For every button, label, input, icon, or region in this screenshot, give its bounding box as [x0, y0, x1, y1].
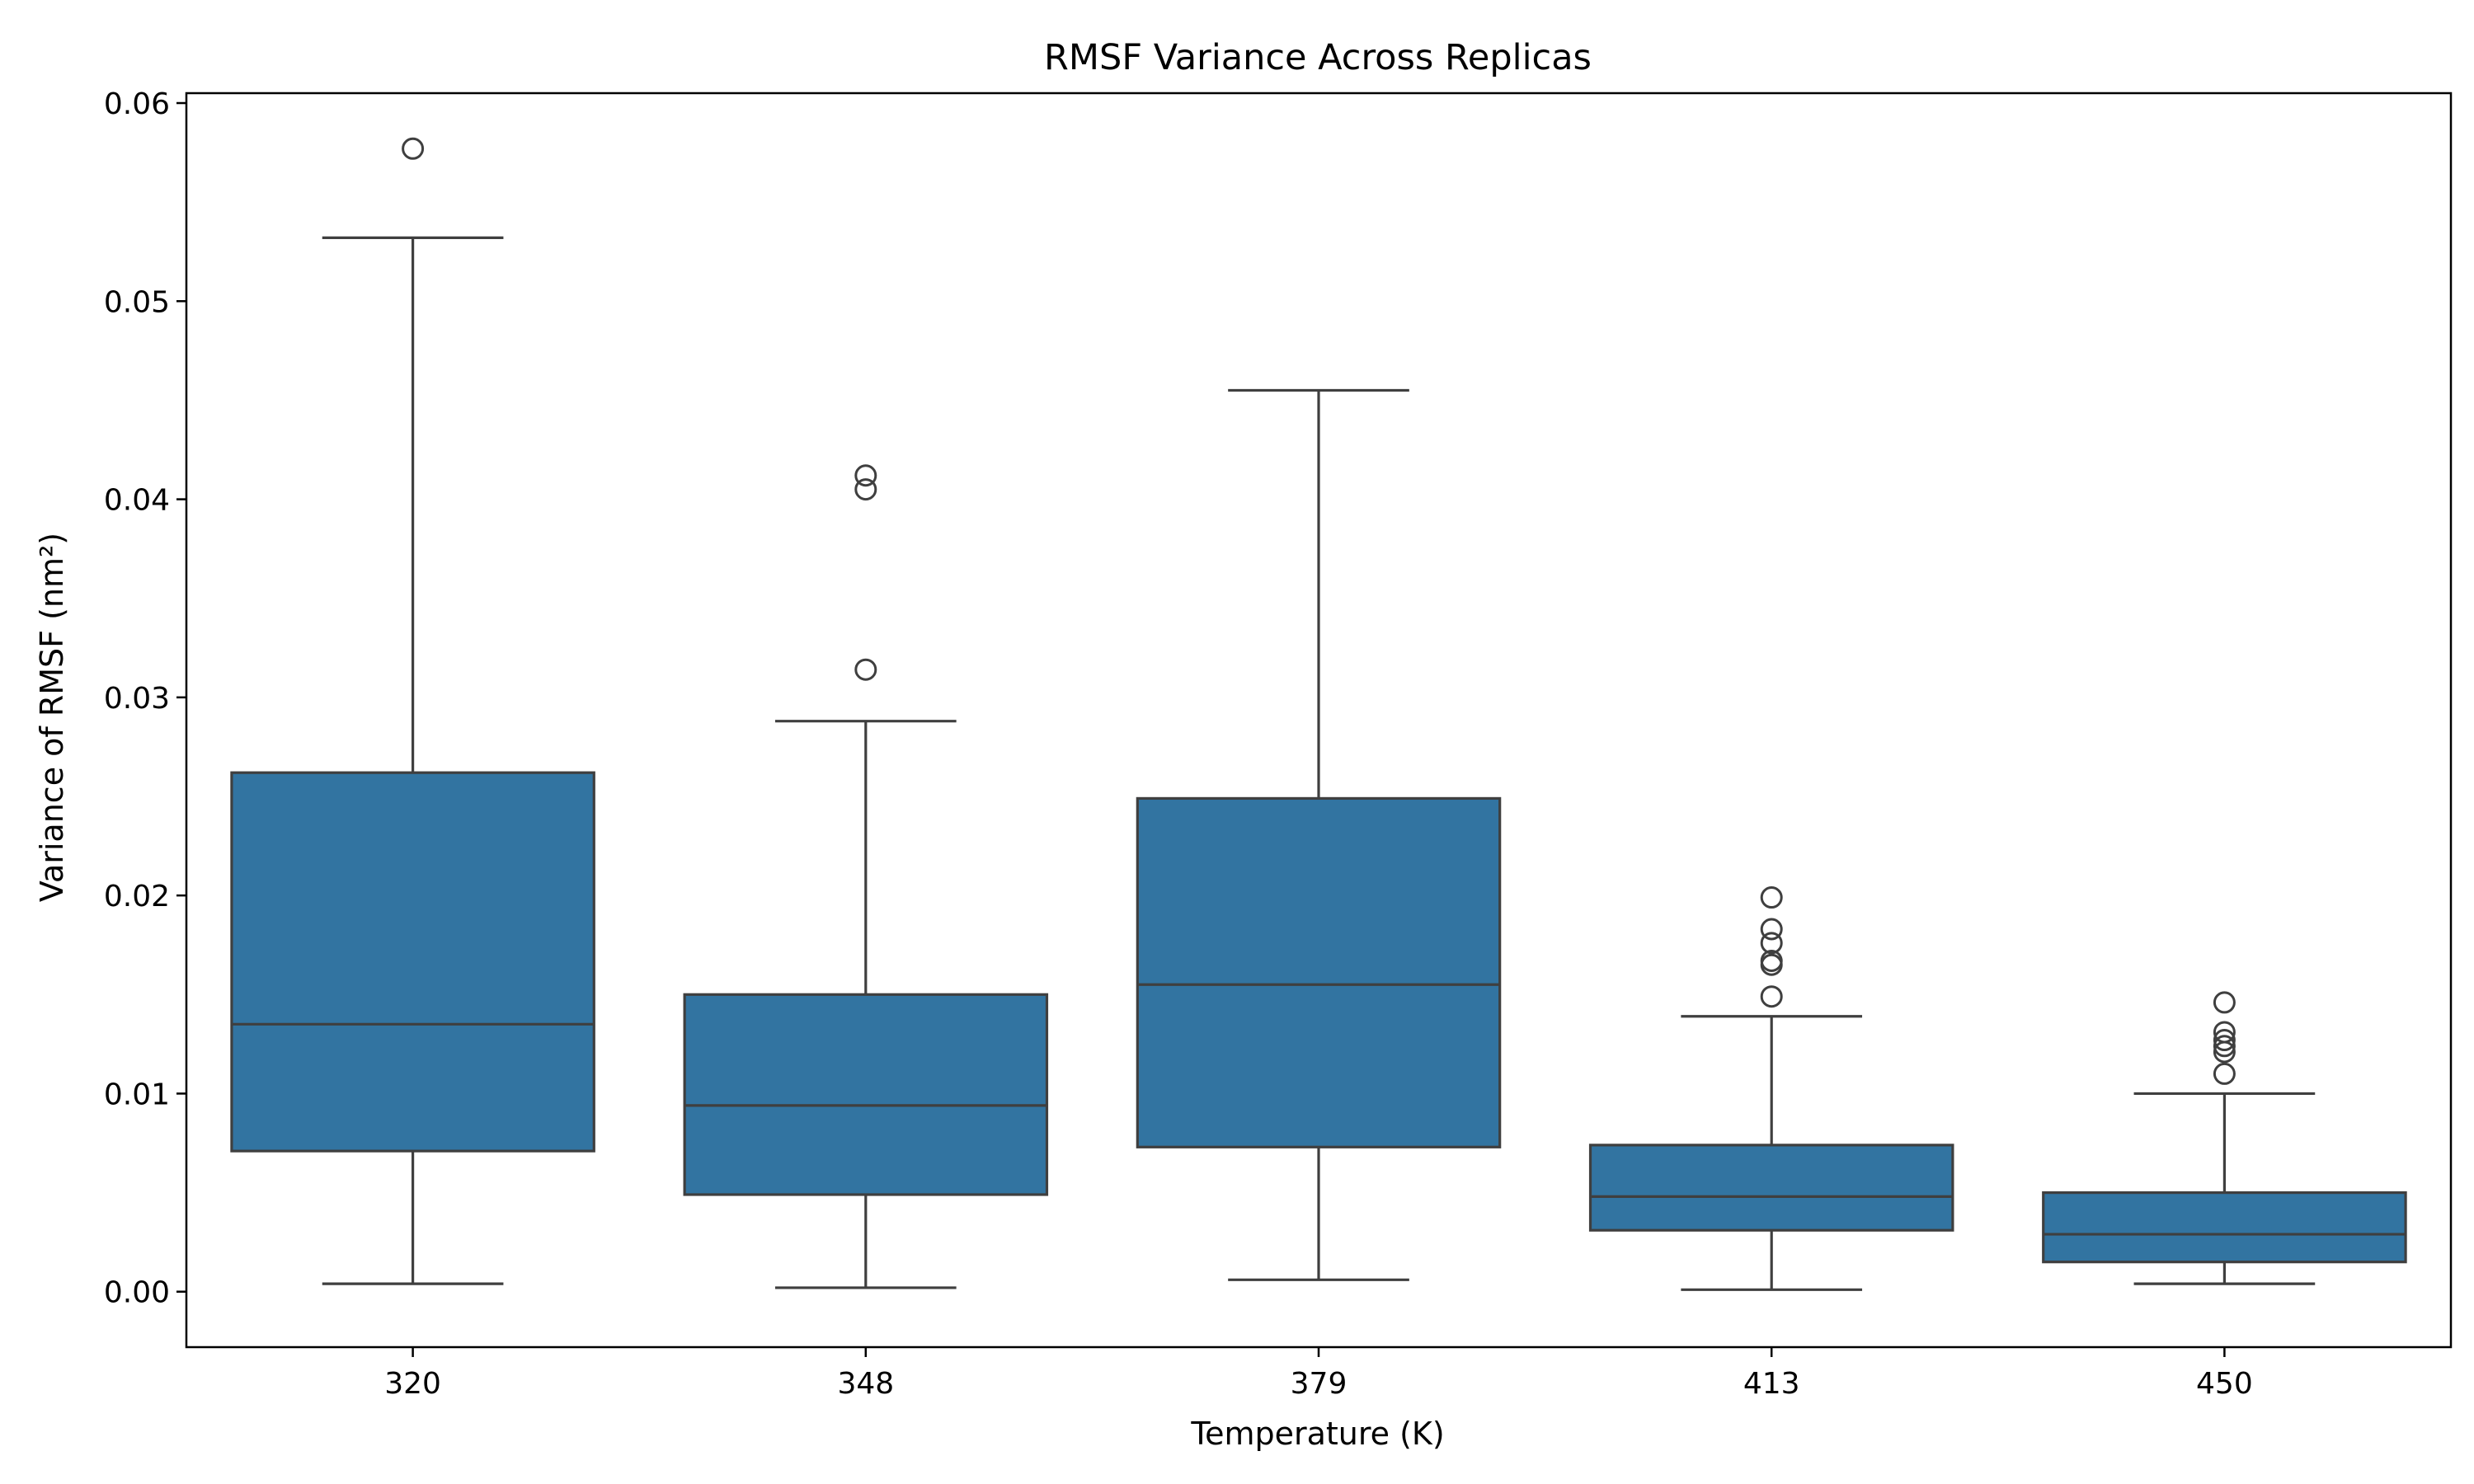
outlier-point — [402, 137, 425, 160]
y-axis-label: Variance of RMSF (nm²) — [34, 533, 70, 902]
outlier-point — [2213, 991, 2236, 1014]
x-axis-label: Temperature (K) — [1190, 1416, 1444, 1452]
box-group-320 — [230, 137, 595, 1285]
outlier-point — [854, 658, 877, 681]
x-tick-label: 379 — [1291, 1367, 1348, 1401]
outlier-point — [2213, 1062, 2236, 1085]
outlier-point — [2213, 1021, 2236, 1044]
outlier-point — [854, 478, 877, 501]
plot-area — [230, 137, 2407, 1291]
box-iqr — [1136, 796, 1502, 1148]
y-axis: 0.00 0.01 0.02 0.03 0.04 0.05 0.06 — [104, 87, 186, 1310]
box-group-413 — [1588, 886, 1954, 1291]
box-group-348 — [683, 464, 1049, 1289]
outlier-point — [1760, 918, 1783, 941]
outlier-point — [1760, 932, 1783, 955]
x-tick-label: 450 — [2196, 1367, 2253, 1401]
y-tick-label: 0.00 — [104, 1276, 170, 1310]
outlier-point — [854, 464, 877, 487]
x-tick-label: 413 — [1743, 1367, 1800, 1401]
box-iqr — [230, 771, 595, 1153]
outlier-point — [2213, 1035, 2236, 1058]
x-tick-label: 320 — [384, 1367, 441, 1401]
outlier-point — [1760, 886, 1783, 909]
outlier-point — [2213, 1029, 2236, 1052]
box-iqr — [683, 993, 1049, 1196]
chart-title: RMSF Variance Across Replicas — [1044, 37, 1592, 78]
y-tick-label: 0.01 — [104, 1078, 170, 1111]
y-tick-label: 0.06 — [104, 87, 170, 121]
y-tick-label: 0.02 — [104, 880, 170, 913]
box-group-379 — [1136, 388, 1502, 1281]
box-group-450 — [2042, 991, 2407, 1285]
box-iqr — [1588, 1144, 1954, 1232]
box-iqr — [2042, 1190, 2407, 1264]
y-tick-label: 0.03 — [104, 682, 170, 716]
outlier-point — [1760, 985, 1783, 1008]
y-tick-label: 0.05 — [104, 285, 170, 319]
x-tick-label: 348 — [837, 1367, 894, 1401]
outlier-point — [1760, 949, 1783, 972]
x-axis: 320 348 379 413 450 — [384, 1347, 2253, 1401]
y-tick-label: 0.04 — [104, 484, 170, 518]
